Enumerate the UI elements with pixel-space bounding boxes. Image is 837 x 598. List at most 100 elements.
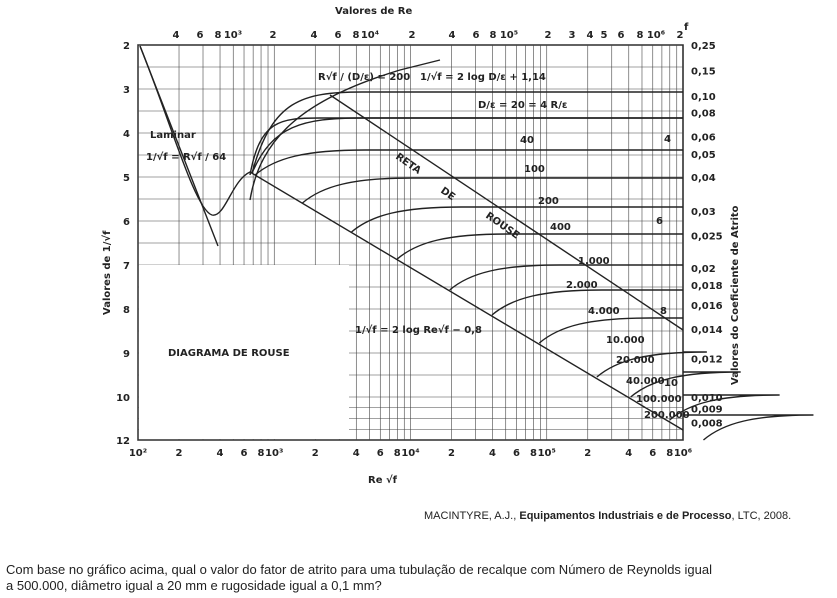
curve-label: 4.000 bbox=[588, 306, 620, 317]
bottom-tick-label: 6 bbox=[513, 448, 520, 459]
top-tick-label: 8 bbox=[353, 30, 360, 41]
rough-curve bbox=[491, 289, 683, 316]
curve-label: 200.000 bbox=[644, 410, 690, 421]
left-tick-label: 12 bbox=[116, 436, 130, 447]
top-tick-label: 2 bbox=[270, 30, 277, 41]
top-tick-label: 2 bbox=[677, 30, 684, 41]
curve-label: 2.000 bbox=[566, 280, 598, 291]
rough-curve bbox=[538, 317, 683, 344]
top-tick-label: 4 bbox=[311, 30, 318, 41]
bottom-tick-label: 8 bbox=[666, 448, 673, 459]
bottom-axis-title: Re √f bbox=[368, 474, 398, 486]
top-tick-label: 10⁶ bbox=[647, 30, 665, 41]
right-tick-label: 0,06 bbox=[691, 133, 716, 144]
formula-laminar: 1/√f = R√f / 64 bbox=[146, 151, 226, 163]
bottom-tick-label: 4 bbox=[625, 448, 632, 459]
top-tick-label: 8 bbox=[637, 30, 644, 41]
curve-label: 10.000 bbox=[606, 335, 645, 346]
right-tick-label: 0,05 bbox=[691, 150, 716, 161]
caption-rest: , LTC, 2008. bbox=[731, 510, 792, 522]
top-tick-label: 5 bbox=[601, 30, 608, 41]
smooth-curve bbox=[139, 45, 684, 431]
top-tick-label: 2 bbox=[409, 30, 416, 41]
curve-label: 40.000 bbox=[626, 376, 665, 387]
bottom-tick-label: 10⁴ bbox=[401, 448, 419, 459]
left-axis-title: Valores de 1/√f bbox=[101, 230, 113, 315]
right-tick-label: 0,25 bbox=[691, 41, 716, 52]
right-tick-label: 0,009 bbox=[691, 405, 723, 416]
left-tick-label: 9 bbox=[123, 349, 130, 360]
side-label: 10 bbox=[664, 378, 678, 389]
right-tick-label: 0,025 bbox=[691, 231, 723, 242]
curve-label: 100 bbox=[524, 164, 545, 175]
bottom-tick-label: 8 bbox=[394, 448, 401, 459]
box-title: DIAGRAMA DE ROUSE bbox=[168, 348, 290, 359]
side-label: 6 bbox=[656, 216, 663, 227]
right-tick-label: 0,04 bbox=[691, 173, 716, 184]
left-tick-label: 3 bbox=[123, 85, 130, 96]
question-line: Com base no gráfico acima, qual o valor … bbox=[6, 562, 713, 577]
right-tick-label: 0,012 bbox=[691, 355, 723, 366]
rough-curve bbox=[669, 394, 780, 421]
top-tick-label: 3 bbox=[569, 30, 576, 41]
formula-rough: 1/√f = 2 log D/ε + 1,14 bbox=[420, 71, 546, 83]
question-line: a 500.000, diâmetro igual a 20 mm e rugo… bbox=[6, 578, 382, 593]
curves bbox=[139, 45, 814, 441]
bottom-tick-label: 10³ bbox=[265, 448, 283, 459]
side-label: 4 bbox=[664, 134, 671, 145]
side-label: 8 bbox=[660, 306, 667, 317]
bottom-tick-label: 6 bbox=[241, 448, 248, 459]
left-tick-label: 6 bbox=[123, 217, 130, 228]
bottom-tick-label: 10² bbox=[129, 448, 147, 459]
rough-curve bbox=[254, 149, 683, 176]
top-tick-label: 6 bbox=[197, 30, 204, 41]
right-tick-label: 0,03 bbox=[691, 207, 716, 218]
curve-label: 200 bbox=[538, 196, 559, 207]
bottom-tick-label: 4 bbox=[217, 448, 224, 459]
top-tick-label: 10⁴ bbox=[361, 30, 379, 41]
top-tick-label: 10³ bbox=[224, 30, 242, 41]
top-tick-label: 4 bbox=[449, 30, 456, 41]
bottom-tick-label: 8 bbox=[258, 448, 265, 459]
rouse-diagram: Valores de Re f Valores de 1/√f Valores … bbox=[101, 6, 814, 486]
right-tick-label: 0,010 bbox=[691, 393, 723, 404]
right-axis-title: Valores do Coeficiente de Atrito bbox=[730, 205, 741, 385]
right-tick-label: 0,08 bbox=[691, 109, 716, 120]
rough-curve bbox=[301, 177, 683, 204]
rough-curve bbox=[351, 206, 683, 233]
formula-limit: R√f / (D/ε) = 200 bbox=[318, 71, 410, 83]
bottom-tick-label: 6 bbox=[377, 448, 384, 459]
curve-label: 20.000 bbox=[616, 355, 655, 366]
curve-label: 100.000 bbox=[636, 394, 682, 405]
formula-rel: D/ε = 20 = 4 R/ε bbox=[478, 100, 567, 111]
bottom-tick-label: 2 bbox=[176, 448, 183, 459]
formula-smooth: 1/√f = 2 log Re√f − 0,8 bbox=[355, 324, 482, 336]
rough-curve bbox=[251, 91, 683, 174]
top-tick-label: 4 bbox=[173, 30, 180, 41]
rough-curve bbox=[449, 264, 683, 291]
bottom-tick-label: 2 bbox=[584, 448, 591, 459]
curve-label: 400 bbox=[550, 222, 571, 233]
rough-curve bbox=[596, 351, 707, 378]
bottom-tick-label: 4 bbox=[489, 448, 496, 459]
rouse-line-label: ROUSE bbox=[483, 210, 521, 241]
caption-book: Equipamentos Industriais e de Processo bbox=[519, 510, 732, 522]
bottom-tick-label: 6 bbox=[649, 448, 656, 459]
rough-curve bbox=[396, 233, 683, 260]
right-tick-label: 0,008 bbox=[691, 418, 723, 429]
top-tick-label: 8 bbox=[490, 30, 497, 41]
curve-label: 1.000 bbox=[578, 256, 610, 267]
blank-box bbox=[139, 265, 349, 439]
bottom-tick-label: 2 bbox=[312, 448, 319, 459]
right-tick-label: 0,15 bbox=[691, 67, 716, 78]
top-axis-title: Valores de Re bbox=[335, 6, 413, 17]
right-tick-label: 0,014 bbox=[691, 325, 723, 336]
top-tick-label: 2 bbox=[545, 30, 552, 41]
right-tick-label: 0,02 bbox=[691, 264, 716, 275]
left-tick-label: 10 bbox=[116, 393, 130, 404]
top-tick-label: 6 bbox=[335, 30, 342, 41]
left-tick-label: 7 bbox=[123, 261, 130, 272]
top-tick-label: 8 bbox=[215, 30, 222, 41]
left-tick-label: 5 bbox=[123, 173, 130, 184]
